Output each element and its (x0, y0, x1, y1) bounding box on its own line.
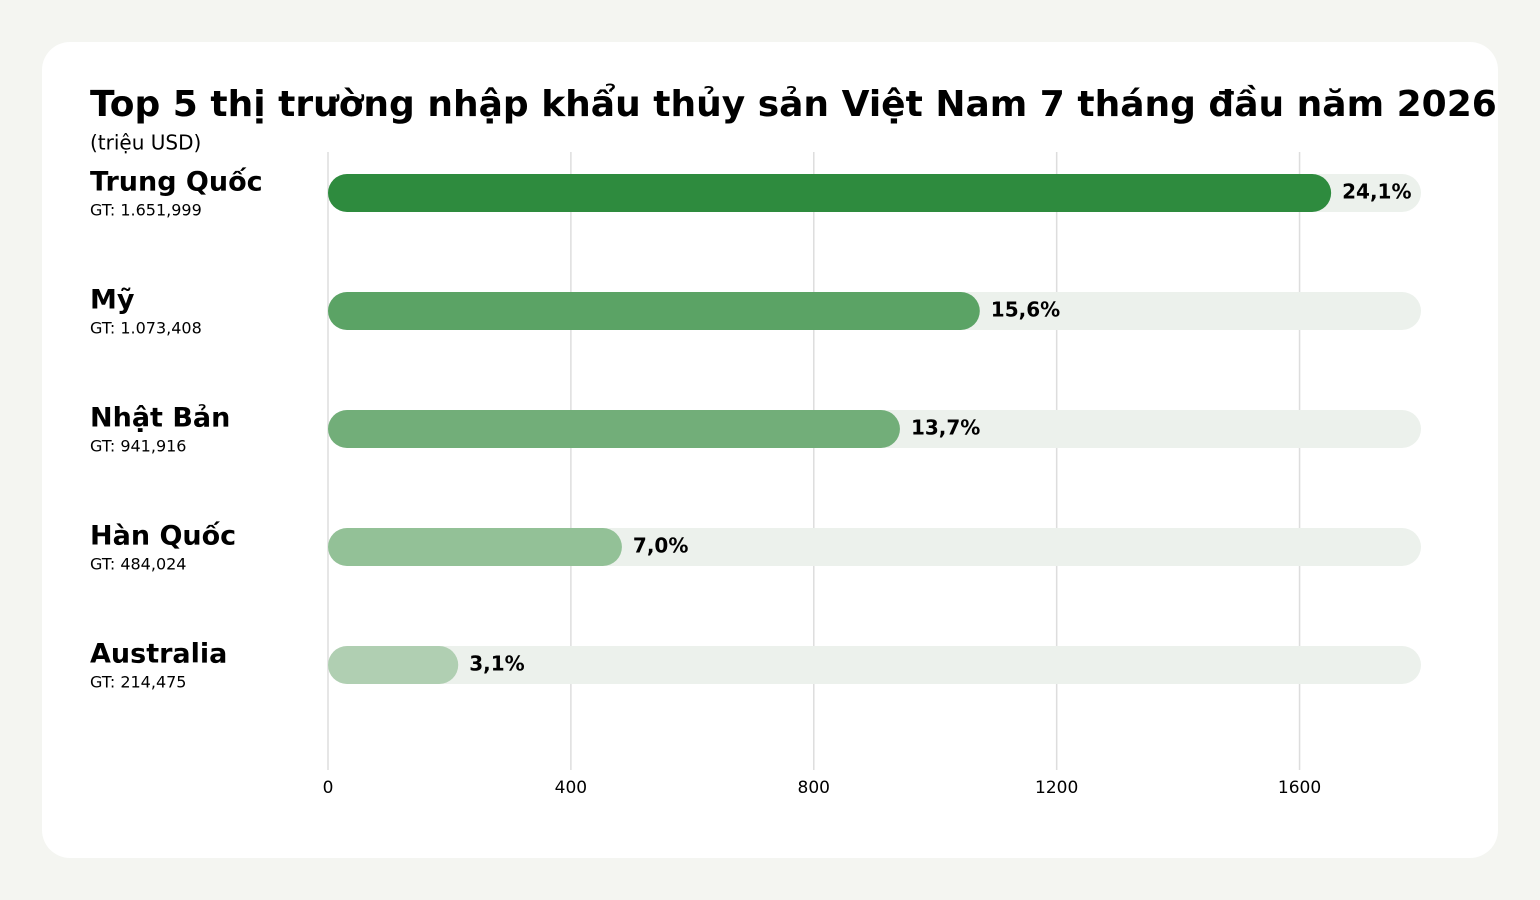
category-label: Hàn Quốc (90, 521, 236, 552)
value-label: GT: 941,916 (90, 437, 186, 456)
value-label: GT: 484,024 (90, 555, 186, 574)
share-label: 15,6% (991, 298, 1060, 322)
chart-title: Top 5 thị trường nhập khẩu thủy sản Việt… (90, 83, 1497, 125)
bar-track (328, 646, 1421, 684)
value-label: GT: 1.651,999 (90, 201, 202, 220)
category-label: Australia (90, 639, 227, 670)
value-label: GT: 214,475 (90, 673, 186, 692)
bar (328, 174, 1332, 212)
x-tick-label: 1200 (1035, 778, 1078, 798)
category-label: Mỹ (90, 285, 135, 316)
share-label: 3,1% (469, 652, 524, 676)
x-tick-label: 1600 (1278, 778, 1321, 798)
share-label: 13,7% (911, 416, 980, 440)
share-label: 7,0% (633, 534, 688, 558)
bar (328, 646, 459, 684)
bar (328, 410, 900, 448)
card (42, 42, 1498, 858)
x-tick-label: 800 (798, 778, 830, 798)
category-label: Nhật Bản (90, 403, 230, 434)
bar (328, 528, 622, 566)
category-label: Trung Quốc (90, 167, 263, 198)
value-label: GT: 1.073,408 (90, 319, 202, 338)
bar (328, 292, 980, 330)
share-label: 24,1% (1342, 180, 1411, 204)
x-tick-label: 400 (555, 778, 587, 798)
chart-subtitle: (triệu USD) (90, 131, 201, 155)
x-tick-label: 0 (323, 778, 334, 798)
